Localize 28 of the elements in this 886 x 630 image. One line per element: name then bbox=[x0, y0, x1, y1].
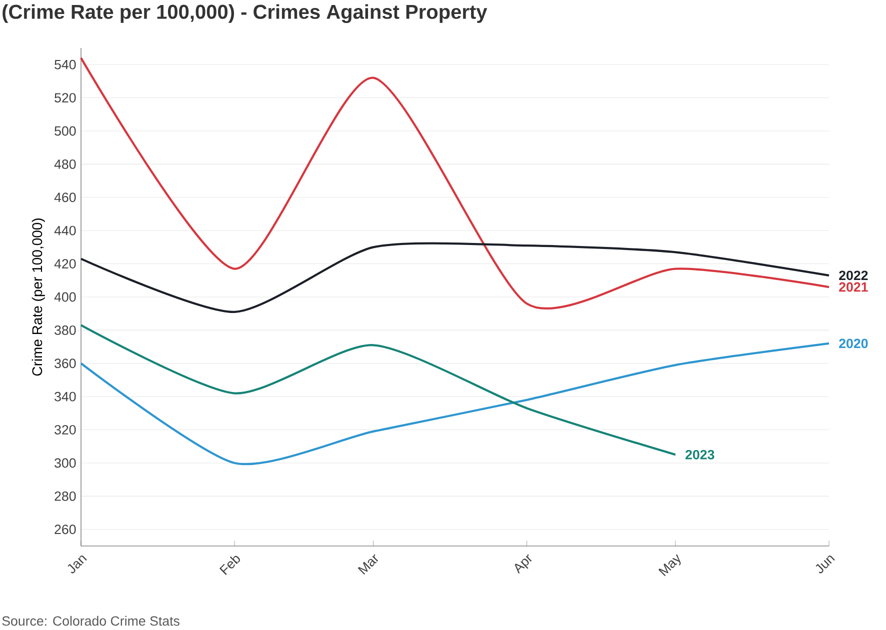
y-axis-title: Crime Rate (per 100,000) bbox=[32, 218, 45, 376]
y-tick-label: 340 bbox=[54, 392, 76, 402]
x-tick-label: Feb bbox=[219, 556, 240, 575]
y-tick-label: 440 bbox=[54, 226, 76, 236]
series-label: 2021 bbox=[839, 282, 868, 292]
series-label: 2022 bbox=[839, 270, 868, 280]
x-tick-label: May bbox=[658, 554, 681, 576]
x-tick-label: Jun bbox=[816, 555, 835, 574]
x-tick-label: Jan bbox=[68, 555, 87, 574]
x-tick-label: Mar bbox=[358, 554, 378, 575]
x-tick-label: Apr bbox=[514, 554, 532, 574]
y-tick-label: 320 bbox=[54, 425, 76, 434]
chart-title: (Crime Rate per 100,000) - Crimes Against Property bbox=[2, 4, 488, 23]
series-label: 2023 bbox=[686, 450, 714, 460]
y-tick-label: 420 bbox=[54, 259, 76, 268]
y-tick-label: 460 bbox=[54, 192, 76, 202]
y-tick-label: 360 bbox=[54, 358, 76, 368]
y-tick-label: 260 bbox=[54, 524, 76, 534]
y-tick-label: 300 bbox=[54, 458, 76, 468]
y-tick-label: 280 bbox=[54, 491, 76, 501]
source-note: Source: Colorado Crime Stats bbox=[2, 616, 180, 626]
series-label: 2020 bbox=[839, 338, 868, 348]
y-tick-label: 400 bbox=[54, 292, 76, 302]
y-tick-label: 520 bbox=[54, 93, 76, 102]
y-tick-label: 540 bbox=[54, 60, 76, 70]
y-tick-label: 380 bbox=[54, 325, 76, 335]
y-tick-label: 480 bbox=[54, 159, 76, 169]
y-tick-label: 500 bbox=[54, 126, 76, 136]
